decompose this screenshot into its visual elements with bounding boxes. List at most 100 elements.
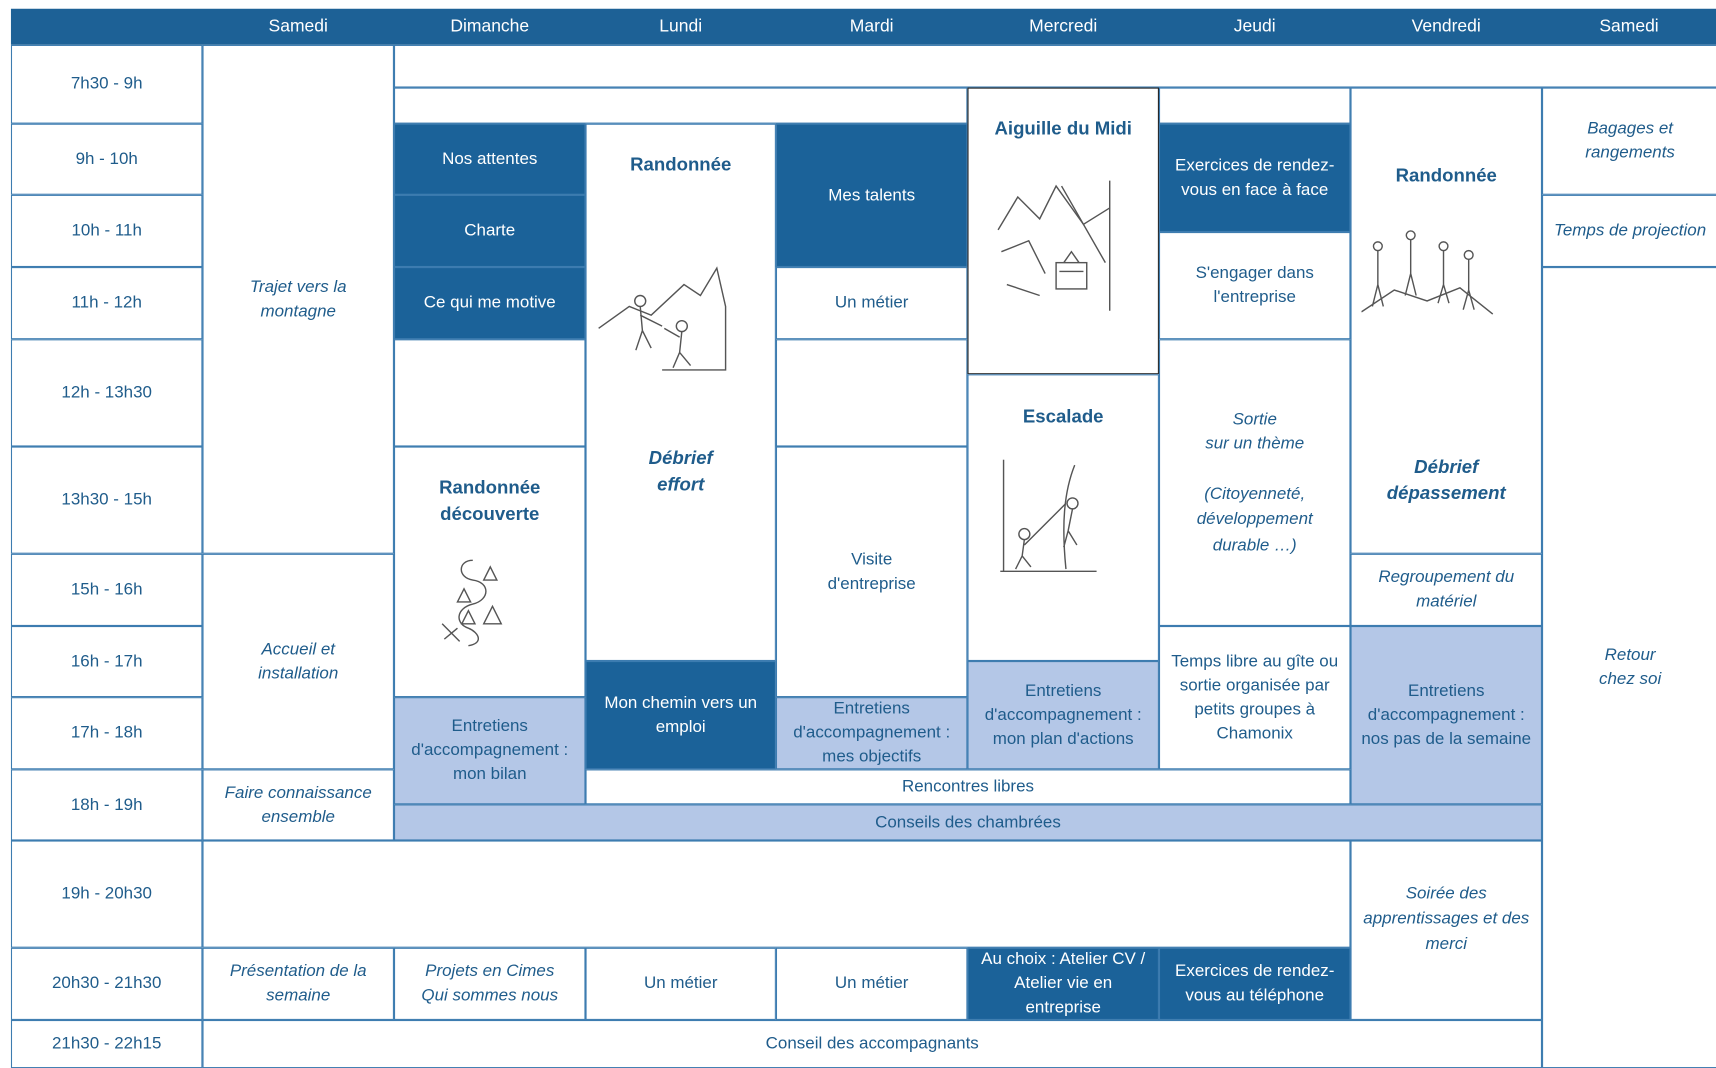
day-header: Mardi xyxy=(849,17,894,37)
schedule-cell: Mon chemin vers un emploi xyxy=(585,661,776,770)
schedule-cell: Soirée des apprentissages et des merci xyxy=(1350,840,1543,1020)
cell-line: d'accompagnement : xyxy=(411,740,569,760)
cell-line: merci xyxy=(1425,934,1467,954)
cell-line: découverte xyxy=(440,503,540,525)
cell-line: Aiguille du Midi xyxy=(994,118,1132,139)
cell-line: sortie organisée par xyxy=(1179,675,1330,695)
time-cell: 16h - 17h xyxy=(10,625,203,698)
empty-cell xyxy=(393,87,968,124)
time-label: 11h - 12h xyxy=(71,293,142,312)
cell-line: mes objectifs xyxy=(822,747,922,767)
cell-line: d'accompagnement : xyxy=(793,723,951,743)
cell-line: Trajet vers la xyxy=(249,277,347,297)
cell-line: installation xyxy=(258,663,339,683)
schedule-cell: Entretiens d'accompagnement : mes objectif… xyxy=(775,697,968,770)
schedule-cell: Mes talents xyxy=(775,123,968,268)
cell-line: Retour xyxy=(1604,645,1656,665)
cell-line: matériel xyxy=(1416,592,1477,611)
time-cell: 19h - 20h30 xyxy=(10,840,203,948)
cell-line: d'entreprise xyxy=(827,574,916,593)
empty-cell xyxy=(393,44,1716,88)
cell-line: Projets en Cimes xyxy=(425,961,555,981)
cell-line: Présentation de la xyxy=(229,961,367,981)
cell-line: Entretiens xyxy=(1025,681,1102,700)
cell-line: Nos attentes xyxy=(442,149,538,168)
cell-line: d'accompagnement : xyxy=(1367,705,1525,724)
time-label: 17h - 18h xyxy=(70,723,143,743)
cell-line: Débrief xyxy=(1414,456,1479,478)
cell-line: effort xyxy=(657,473,705,495)
schedule-cell: Bagages et rangements xyxy=(1542,87,1716,195)
schedule-cell: Exercices de rendez-vous en face à face xyxy=(1158,123,1351,233)
schedule-cell: Regroupement du matériel xyxy=(1350,553,1543,626)
cell-text: Retour chez soi xyxy=(1543,644,1716,692)
cell-line: Ce qui me motive xyxy=(423,293,556,312)
empty-cell xyxy=(1158,87,1351,124)
schedule-cell: Temps libre au gîte ou sortie organisée p… xyxy=(1158,625,1351,770)
cell-line: ensemble xyxy=(261,807,336,826)
cell-line: Entretiens xyxy=(833,699,910,718)
schedule-cell: Présentation de la semaine xyxy=(202,947,394,1020)
cell-line: emploi xyxy=(655,717,706,736)
cell-line: chez soi xyxy=(1598,669,1662,689)
cell-line: petits groupes à xyxy=(1194,699,1316,719)
cell-line: entreprise xyxy=(1025,998,1101,1017)
cell-text: Temps de projection xyxy=(1543,219,1716,243)
cell-line: Conseil des accompagnants xyxy=(765,1034,979,1053)
schedule-cell: Rencontres libres xyxy=(585,769,1351,805)
schedule-cell: Un métier xyxy=(585,947,776,1020)
cell-line: mon bilan xyxy=(452,764,527,784)
time-label: 12h - 13h30 xyxy=(61,383,152,402)
cell-line: vous au téléphone xyxy=(1185,986,1325,1005)
time-label: 18h - 19h xyxy=(70,795,143,814)
schedule-cell: Trajet vers la montagne xyxy=(202,44,394,554)
illustration xyxy=(997,180,1111,311)
cell-line: Charte xyxy=(464,221,516,240)
cell-line: Randonnée xyxy=(439,477,541,498)
schedule-cell: Charte xyxy=(393,194,586,268)
cell-line: Regroupement du xyxy=(1378,567,1515,587)
cell-line: Atelier vie en xyxy=(1014,974,1113,993)
schedule-cell: Entretiens d'accompagnement : mon bilan xyxy=(393,697,586,805)
day-header: Samedi xyxy=(1599,17,1659,37)
cell-line: Temps libre au gîte ou xyxy=(1171,651,1339,671)
time-cell: 13h30 - 15h xyxy=(10,446,203,554)
empty-cell xyxy=(775,339,968,447)
cell-line: Accueil et xyxy=(261,639,335,659)
cell-line: Chamonix xyxy=(1216,723,1293,743)
cell-line: Exercices de rendez- xyxy=(1175,155,1335,175)
schedule-cell: Nos attentes xyxy=(393,123,586,195)
cell-line: Entretiens xyxy=(1408,681,1485,700)
cell-line: Rencontres libres xyxy=(901,777,1034,796)
cell-line: (Citoyenneté, xyxy=(1204,484,1306,504)
time-cell: 7h30 - 9h xyxy=(10,44,203,124)
schedule-cell: Faire connaissance ensemble xyxy=(202,769,394,841)
schedule-cell: Randonnée découverte xyxy=(393,446,586,698)
schedule-cell: Escalade xyxy=(967,374,1159,662)
schedule-cell: Temps de projection xyxy=(1542,194,1716,268)
cell-line: Conseils des chambrées xyxy=(875,812,1061,832)
schedule-cell: Visite d'entreprise xyxy=(775,446,968,698)
time-cell: 12h - 13h30 xyxy=(10,339,203,447)
schedule-cell: Exercices de rendez-vous au téléphone xyxy=(1158,947,1351,1020)
cell-line: rangements xyxy=(1585,143,1675,162)
schedule-cell: Randonnée Débrief dépassement xyxy=(1350,87,1543,554)
schedule-cell: Retour chez soi xyxy=(1542,267,1716,1068)
time-cell: 9h - 10h xyxy=(10,123,203,195)
illustration xyxy=(441,559,503,647)
time-label: 21h30 - 22h15 xyxy=(51,1034,162,1053)
day-header: Jeudi xyxy=(1233,17,1276,37)
cell-line: sur un thème xyxy=(1205,434,1305,454)
cell-line: Entretiens xyxy=(451,716,528,736)
day-header: Samedi xyxy=(268,17,328,37)
day-header: Vendredi xyxy=(1411,17,1481,37)
schedule-cell: Au choix : Atelier CV / Atelier vie en ent… xyxy=(967,947,1159,1020)
time-label: 15h - 16h xyxy=(70,580,143,599)
schedule-cell: Conseils des chambrées xyxy=(393,804,1543,841)
cell-line: d'accompagnement : xyxy=(984,705,1142,724)
illustration xyxy=(1361,230,1494,315)
cell-line: Mes talents xyxy=(828,185,916,205)
schedule-cell: Aiguille du Midi xyxy=(967,87,1159,375)
cell-line: Qui sommes nous xyxy=(421,986,559,1005)
cell-line: vous en face à face xyxy=(1181,180,1329,199)
